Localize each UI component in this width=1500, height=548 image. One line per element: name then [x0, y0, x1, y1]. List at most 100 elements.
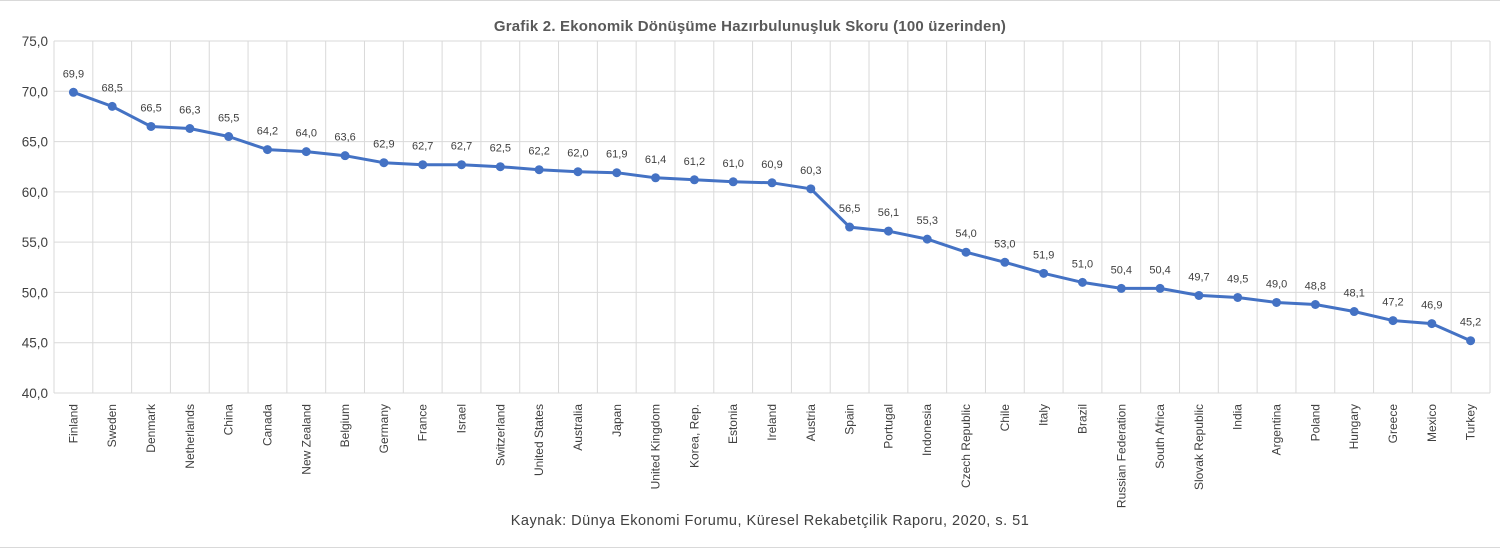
- source-note: Kaynak: Dünya Ekonomi Forumu, Küresel Re…: [510, 513, 1030, 529]
- data-point: [1155, 283, 1165, 293]
- x-tick-label: Canada: [260, 404, 274, 446]
- data-label: 49,7: [1188, 271, 1209, 283]
- x-tick-label: Australia: [571, 404, 585, 451]
- data-label: 50,4: [1149, 264, 1170, 276]
- data-point: [806, 184, 816, 194]
- data-point: [1310, 299, 1320, 309]
- x-tick-label: Poland: [1308, 404, 1322, 441]
- data-label: 64,0: [296, 128, 317, 140]
- data-point: [922, 234, 932, 244]
- data-label: 64,2: [257, 126, 278, 138]
- data-point: [185, 123, 195, 133]
- x-tick-label: Ireland: [765, 404, 779, 441]
- data-label: 49,5: [1227, 273, 1248, 285]
- data-label: 62,2: [528, 146, 549, 158]
- x-tick-label: India: [1231, 404, 1245, 430]
- data-label: 46,9: [1421, 300, 1442, 312]
- x-tick-label: Turkey: [1464, 404, 1478, 440]
- data-point: [1272, 297, 1282, 307]
- x-tick-label: Argentina: [1270, 404, 1284, 456]
- data-label: 49,0: [1266, 278, 1287, 290]
- data-point: [612, 168, 622, 178]
- data-point: [379, 158, 389, 168]
- y-tick-label: 40,0: [22, 386, 48, 401]
- data-point: [1077, 277, 1087, 287]
- data-label: 62,7: [412, 141, 433, 153]
- data-point: [262, 145, 272, 155]
- data-label: 50,4: [1111, 264, 1132, 276]
- data-point: [961, 247, 971, 257]
- y-tick-label: 50,0: [22, 285, 48, 300]
- x-tick-label: Slovak Republic: [1192, 404, 1206, 490]
- data-label: 48,1: [1343, 288, 1364, 300]
- data-point: [1039, 268, 1049, 278]
- y-tick-label: 55,0: [22, 235, 48, 250]
- x-tick-label: Greece: [1386, 404, 1400, 444]
- x-tick-label: Brazil: [1075, 404, 1089, 434]
- data-label: 60,3: [800, 165, 821, 177]
- data-label: 68,5: [102, 82, 123, 94]
- data-label: 60,9: [761, 159, 782, 171]
- x-tick-label: Mexico: [1425, 404, 1439, 442]
- x-tick-label: Switzerland: [493, 404, 507, 466]
- data-point: [340, 151, 350, 161]
- x-tick-label: Israel: [455, 404, 469, 433]
- data-label: 61,9: [606, 149, 627, 161]
- x-tick-label: China: [222, 404, 236, 436]
- data-point: [651, 173, 661, 183]
- data-point: [1116, 283, 1126, 293]
- data-point: [883, 226, 893, 236]
- data-label: 53,0: [994, 238, 1015, 250]
- data-label: 62,5: [490, 143, 511, 155]
- x-tick-label: United States: [532, 404, 546, 476]
- x-tick-label: Italy: [1037, 404, 1051, 426]
- x-tick-label: Netherlands: [183, 404, 197, 469]
- data-label: 69,9: [63, 68, 84, 80]
- x-tick-label: Hungary: [1347, 404, 1361, 449]
- data-point: [301, 147, 311, 157]
- data-label: 56,1: [878, 207, 899, 219]
- data-label: 66,3: [179, 104, 200, 116]
- data-label: 48,8: [1305, 280, 1326, 292]
- x-tick-label: South Africa: [1153, 404, 1167, 469]
- x-tick-label: Denmark: [144, 403, 158, 453]
- x-tick-label: Spain: [843, 404, 857, 435]
- data-point: [767, 178, 777, 188]
- data-label: 63,6: [334, 132, 355, 144]
- y-tick-label: 45,0: [22, 336, 48, 351]
- data-label: 55,3: [917, 215, 938, 227]
- x-tick-label: Indonesia: [920, 404, 934, 456]
- data-point: [728, 177, 738, 187]
- x-tick-label: Finland: [66, 404, 80, 443]
- data-point: [1000, 257, 1010, 267]
- data-point: [845, 222, 855, 232]
- data-label: 54,0: [955, 228, 976, 240]
- y-tick-label: 65,0: [22, 135, 48, 150]
- data-point: [1466, 336, 1476, 346]
- x-tick-label: Russian Federation: [1114, 404, 1128, 508]
- data-point: [224, 132, 234, 142]
- data-label: 51,0: [1072, 258, 1093, 270]
- x-tick-label: Korea, Rep.: [687, 404, 701, 468]
- x-tick-label: France: [416, 404, 430, 442]
- data-label: 51,9: [1033, 249, 1054, 261]
- x-tick-label: Sweden: [105, 404, 119, 447]
- data-label: 65,5: [218, 113, 239, 125]
- chart-title: Grafik 2. Ekonomik Dönüşüme Hazırbulunuş…: [493, 18, 1007, 35]
- data-label: 62,7: [451, 141, 472, 153]
- x-tick-label: New Zealand: [299, 404, 313, 475]
- data-point: [1349, 307, 1359, 317]
- data-point: [495, 162, 505, 172]
- x-tick-label: Japan: [610, 404, 624, 437]
- data-point: [1194, 290, 1204, 300]
- data-point: [689, 175, 699, 185]
- data-point: [1233, 292, 1243, 302]
- data-point: [146, 121, 156, 131]
- data-point: [68, 87, 78, 97]
- y-tick-label: 60,0: [22, 185, 48, 200]
- x-tick-label: United Kingdom: [649, 404, 663, 489]
- data-point: [573, 167, 583, 177]
- data-label: 47,2: [1382, 297, 1403, 309]
- data-label: 61,2: [684, 156, 705, 168]
